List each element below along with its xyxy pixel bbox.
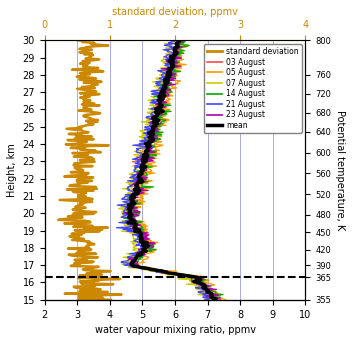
Y-axis label: Potential temperature, K: Potential temperature, K: [335, 110, 345, 230]
X-axis label: standard deviation, ppmv: standard deviation, ppmv: [112, 7, 238, 17]
Legend: standard deviation, 03 August, 05 August, 07 August, 14 August, 21 August, 23 Au: standard deviation, 03 August, 05 August…: [204, 44, 302, 133]
X-axis label: water vapour mixing ratio, ppmv: water vapour mixing ratio, ppmv: [95, 325, 256, 335]
Y-axis label: Height, km: Height, km: [7, 143, 17, 197]
